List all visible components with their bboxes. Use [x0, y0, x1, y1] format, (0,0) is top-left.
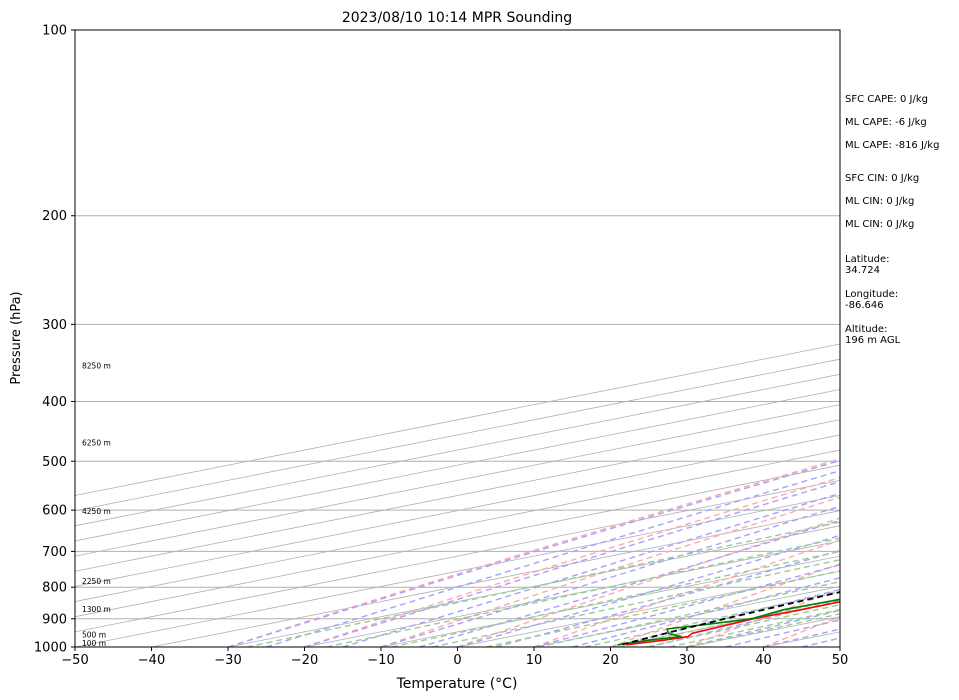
x-tick-label: −10	[367, 653, 394, 668]
isotherm-line	[227, 525, 840, 647]
isotherm-line	[75, 389, 840, 542]
isotherm-line	[75, 449, 840, 602]
y-tick-label: 100	[42, 24, 67, 39]
chart-title: 2023/08/10 10:14 MPR Sounding	[342, 10, 572, 26]
dewpoint-profile-line	[617, 598, 840, 646]
sfc-cin-text: SFC CIN: 0 J/kg	[845, 173, 920, 184]
x-axis-label: Temperature (°C)	[396, 676, 518, 692]
y-tick-label: 300	[42, 318, 67, 333]
height-label: 4250 m	[82, 507, 111, 516]
moist-adiabat-line	[266, 470, 840, 647]
longitude-text: Longitude: -86.646	[845, 289, 899, 311]
dry-adiabat-line	[380, 496, 840, 647]
x-tick-label: −40	[138, 653, 165, 668]
moist-adiabat-line	[419, 519, 840, 647]
y-tick-label: 800	[42, 581, 67, 596]
y-tick-label: 600	[42, 504, 67, 519]
dry-adiabat-line	[610, 563, 840, 647]
mu-cape-text: ML CAPE: -816 J/kg	[845, 140, 940, 151]
y-tick-label: 200	[42, 209, 67, 224]
x-tick-label: −50	[61, 653, 88, 668]
moist-adiabat-line	[648, 599, 840, 647]
sfc-cape-text: SFC CAPE: 0 J/kg	[845, 94, 928, 105]
mixing-ratio-line	[537, 580, 840, 647]
x-tick-label: 10	[526, 653, 543, 668]
dry-adiabat-line	[686, 588, 840, 647]
isotherm-line	[75, 464, 840, 618]
mixing-ratio-line	[326, 537, 840, 647]
altitude-text: Altitude: 196 m AGL	[845, 324, 901, 346]
mixing-ratio-line	[391, 550, 840, 647]
dry-adiabat-line	[227, 458, 840, 647]
x-tick-label: 40	[755, 653, 772, 668]
x-tick-label: 0	[453, 653, 461, 668]
mixing-ratio-line	[485, 570, 840, 647]
height-label: 1300 m	[82, 605, 111, 614]
mu-cin-text: ML CIN: 0 J/kg	[845, 219, 915, 230]
dry-adiabat-line	[457, 517, 840, 647]
mixing-ratio-line	[688, 613, 840, 647]
y-tick-label: 500	[42, 455, 67, 470]
height-label: 100 m	[82, 639, 106, 648]
isotherm-line	[75, 419, 840, 572]
moist-adiabat-line	[227, 459, 840, 647]
x-tick-label: 20	[602, 653, 619, 668]
height-label: 6250 m	[82, 438, 111, 447]
x-tick-label: −20	[291, 653, 318, 668]
y-tick-label: 900	[42, 612, 67, 627]
y-tick-label: 700	[42, 545, 67, 560]
isotherm-line	[151, 510, 840, 647]
ml-cape-text: ML CAPE: -6 J/kg	[845, 117, 927, 128]
isotherm-line	[75, 358, 840, 512]
isotherm-line	[75, 434, 840, 587]
x-tick-label: 50	[832, 653, 849, 668]
moist-adiabat-line	[495, 549, 840, 647]
background-lines	[75, 30, 840, 647]
moist-adiabat-line	[572, 577, 840, 647]
moist-adiabat-line	[304, 480, 840, 647]
temperature-profile-line	[625, 600, 840, 646]
x-tick-label: −30	[214, 653, 241, 668]
plot-frame	[74, 29, 841, 648]
axis-ticks: −50 −40 −30 −20 −10 0 10 20 30 40 50 100 200 300 400 50…	[34, 24, 848, 669]
mixing-ratio-line	[432, 559, 840, 647]
y-tick-label: 400	[42, 395, 67, 410]
isotherm-line	[304, 540, 840, 647]
height-label: 500 m	[82, 631, 106, 640]
isotherm-line	[75, 343, 840, 496]
isotherm-line	[75, 404, 840, 557]
height-label: 2250 m	[82, 577, 111, 586]
y-axis-label: Pressure (hPa)	[9, 291, 24, 384]
profile-lines	[617, 591, 840, 646]
isotherm-line	[75, 479, 840, 633]
parcel-path-line	[622, 591, 840, 646]
latitude-text: Latitude: 34.724	[845, 254, 890, 276]
moist-adiabat-line	[380, 505, 840, 647]
ml-cin-text: ML CIN: 0 J/kg	[845, 196, 915, 207]
x-tick-label: 30	[679, 653, 696, 668]
y-tick-label: 1000	[34, 641, 67, 656]
isotherm-line	[75, 373, 840, 527]
height-label: 8250 m	[82, 362, 111, 371]
